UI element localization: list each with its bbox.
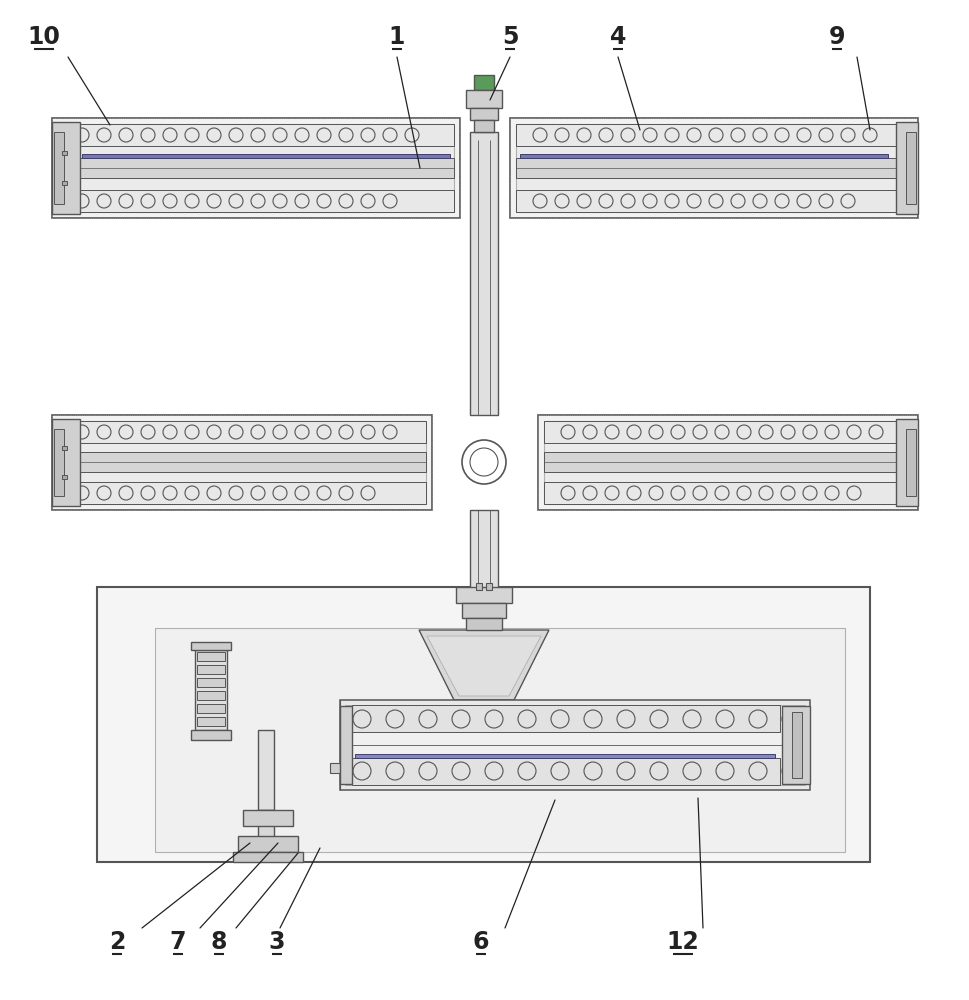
Bar	[474, 120, 494, 132]
Bar	[58, 190, 454, 212]
Text: 8: 8	[210, 930, 228, 954]
Polygon shape	[427, 636, 541, 696]
Bar	[544, 421, 912, 504]
Bar	[510, 118, 918, 218]
Bar	[197, 691, 225, 700]
Bar	[97, 587, 870, 862]
Bar	[520, 154, 888, 158]
Bar	[340, 700, 810, 790]
Bar	[258, 730, 274, 810]
Bar	[906, 132, 916, 204]
Bar	[538, 415, 918, 510]
Bar	[355, 754, 775, 758]
Bar	[52, 419, 80, 506]
Bar	[197, 665, 225, 674]
Bar	[330, 763, 352, 773]
Bar	[466, 90, 502, 108]
Bar	[896, 419, 918, 506]
Bar	[510, 118, 918, 218]
Bar	[197, 704, 225, 713]
Bar	[474, 75, 494, 90]
Bar	[62, 446, 67, 450]
Bar	[476, 583, 482, 590]
Bar	[197, 717, 225, 726]
Bar	[486, 583, 492, 590]
Bar	[456, 587, 512, 603]
Text: 7: 7	[170, 930, 186, 954]
Bar	[340, 706, 352, 784]
Bar	[233, 852, 303, 862]
Bar	[243, 810, 293, 826]
Bar	[516, 190, 912, 212]
Text: 4: 4	[610, 25, 626, 49]
Bar	[896, 122, 918, 214]
Bar	[62, 475, 67, 479]
Bar	[52, 118, 460, 218]
Bar	[155, 628, 845, 852]
Bar	[54, 132, 64, 204]
Bar	[516, 124, 912, 146]
Bar	[352, 705, 780, 732]
Bar	[352, 758, 780, 785]
Text: 5: 5	[502, 25, 518, 49]
Bar	[238, 836, 298, 852]
Bar	[197, 652, 225, 661]
Bar	[58, 482, 426, 504]
Bar	[544, 482, 912, 504]
Bar	[345, 705, 805, 785]
Bar	[58, 124, 454, 146]
Bar	[195, 650, 227, 730]
Text: 6: 6	[473, 930, 489, 954]
Bar	[470, 510, 498, 590]
Bar	[82, 154, 450, 158]
Text: 2: 2	[109, 930, 125, 954]
Bar	[58, 452, 426, 472]
Text: 12: 12	[667, 930, 700, 954]
Bar	[54, 429, 64, 496]
Text: 10: 10	[27, 25, 60, 49]
Bar	[906, 429, 916, 496]
Bar	[62, 181, 67, 185]
Bar	[58, 421, 426, 443]
Bar	[52, 415, 432, 510]
Bar	[516, 158, 912, 178]
Bar	[516, 124, 912, 212]
Bar	[462, 603, 506, 618]
Text: 1: 1	[389, 25, 405, 49]
Bar	[191, 642, 231, 650]
Text: 9: 9	[828, 25, 845, 49]
Text: 3: 3	[268, 930, 285, 954]
Bar	[191, 730, 231, 740]
Bar	[782, 706, 810, 784]
Bar	[544, 452, 912, 472]
Bar	[58, 158, 454, 178]
Bar	[52, 415, 432, 510]
Bar	[58, 421, 426, 504]
Bar	[197, 678, 225, 687]
Bar	[258, 810, 274, 850]
Bar	[466, 618, 502, 630]
Bar	[470, 132, 498, 415]
Bar	[544, 421, 912, 443]
Polygon shape	[419, 630, 549, 700]
Bar	[62, 151, 67, 155]
Bar	[470, 108, 498, 120]
Bar	[52, 122, 80, 214]
Bar	[792, 712, 802, 778]
Bar	[538, 415, 918, 510]
Bar	[58, 124, 454, 212]
Bar	[52, 118, 460, 218]
